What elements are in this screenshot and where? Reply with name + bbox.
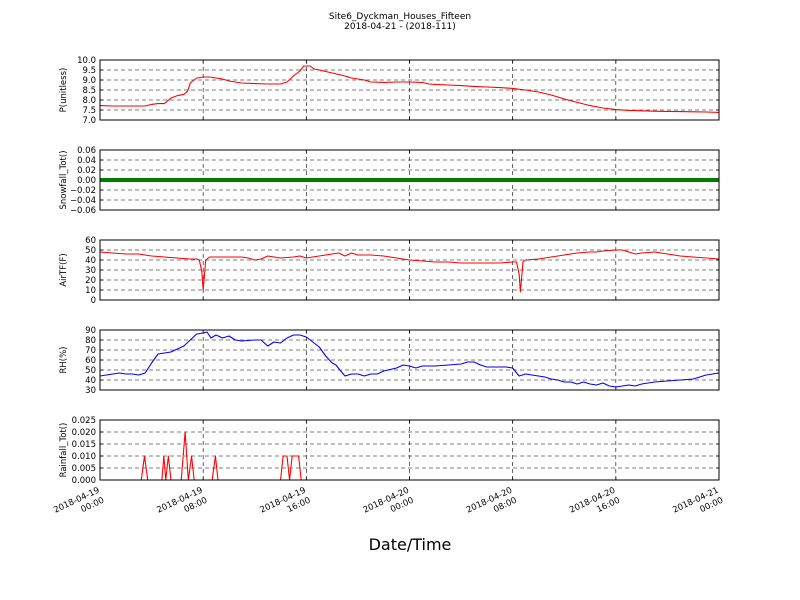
y-tick-label: 0.010 [72, 452, 96, 462]
y-tick-label: −0.06 [70, 206, 96, 216]
panel-1: 7.07.58.08.59.09.510.0 P(unitless) [59, 56, 720, 126]
y-tick-label: 0.000 [72, 476, 96, 486]
panels: 7.07.58.08.59.09.510.0P(unitless)−0.06−0… [59, 56, 720, 486]
panel-frame [99, 239, 720, 301]
y-tick-label: 70 [85, 346, 96, 356]
y-tick-label: 0.005 [72, 464, 96, 474]
y-tick-label: 60 [85, 356, 96, 366]
y-tick-label: 8.0 [82, 96, 96, 106]
y-axis-label: AirTF(F) [59, 253, 69, 286]
y-axis-label: P(unitless) [59, 68, 69, 113]
x-axis-label: Date/Time [369, 535, 452, 554]
y-tick-label: 40 [85, 376, 96, 386]
y-tick-label: 0.06 [77, 146, 96, 156]
series-line [99, 249, 720, 293]
panel-2: −0.06−0.04−0.020.000.020.040.06 Snowfall_… [59, 146, 720, 216]
y-tick-label: 0.00 [77, 176, 96, 186]
y-tick-label: 7.5 [82, 106, 96, 116]
chart-title-line1: Site6_Dyckman_Houses_Fifteen [329, 12, 471, 22]
y-tick-label: 50 [85, 246, 96, 256]
y-tick-label: 10.0 [77, 56, 96, 66]
y-tick-label: 0 [91, 296, 96, 306]
y-tick-label: −0.04 [70, 196, 96, 206]
y-tick-label: 0.020 [72, 428, 96, 438]
panel-frame [99, 149, 720, 211]
y-tick-label: 60 [85, 236, 96, 246]
chart-title-line2: 2018-04-21 - (2018-111) [344, 22, 456, 32]
y-tick-label: 80 [85, 336, 96, 346]
y-tick-label: 20 [85, 276, 96, 286]
y-tick-label: 50 [85, 366, 96, 376]
y-tick-label: 10 [85, 286, 96, 296]
y-tick-label: 90 [85, 326, 96, 336]
panel-frame [99, 419, 720, 481]
y-tick-label: 9.0 [82, 76, 96, 86]
y-tick-label: 30 [85, 386, 96, 396]
series-line [99, 65, 720, 113]
y-tick-label: 0.02 [77, 166, 96, 176]
panel-frame [99, 329, 720, 391]
y-axis-label: Snowfall_Tot() [59, 150, 69, 209]
y-axis-label: Rainfall_Tot() [59, 423, 69, 478]
y-tick-label: 7.0 [82, 116, 96, 126]
y-tick-label: 0.015 [72, 440, 96, 450]
series-line [99, 331, 720, 388]
y-tick-label: 8.5 [82, 86, 96, 96]
y-axis-label: RH(%) [59, 346, 69, 373]
y-tick-label: 9.5 [82, 66, 96, 76]
panel-frame [99, 59, 720, 121]
y-tick-label: 40 [85, 256, 96, 266]
y-tick-label: −0.02 [70, 186, 96, 196]
y-tick-label: 0.025 [72, 416, 96, 426]
panel-5: 0.000 0.005 0.010 0.015 0.020 0.025Rainfall_T… [59, 416, 720, 486]
y-tick-label: 30 [85, 266, 96, 276]
y-tick-label: 0.04 [77, 156, 96, 166]
